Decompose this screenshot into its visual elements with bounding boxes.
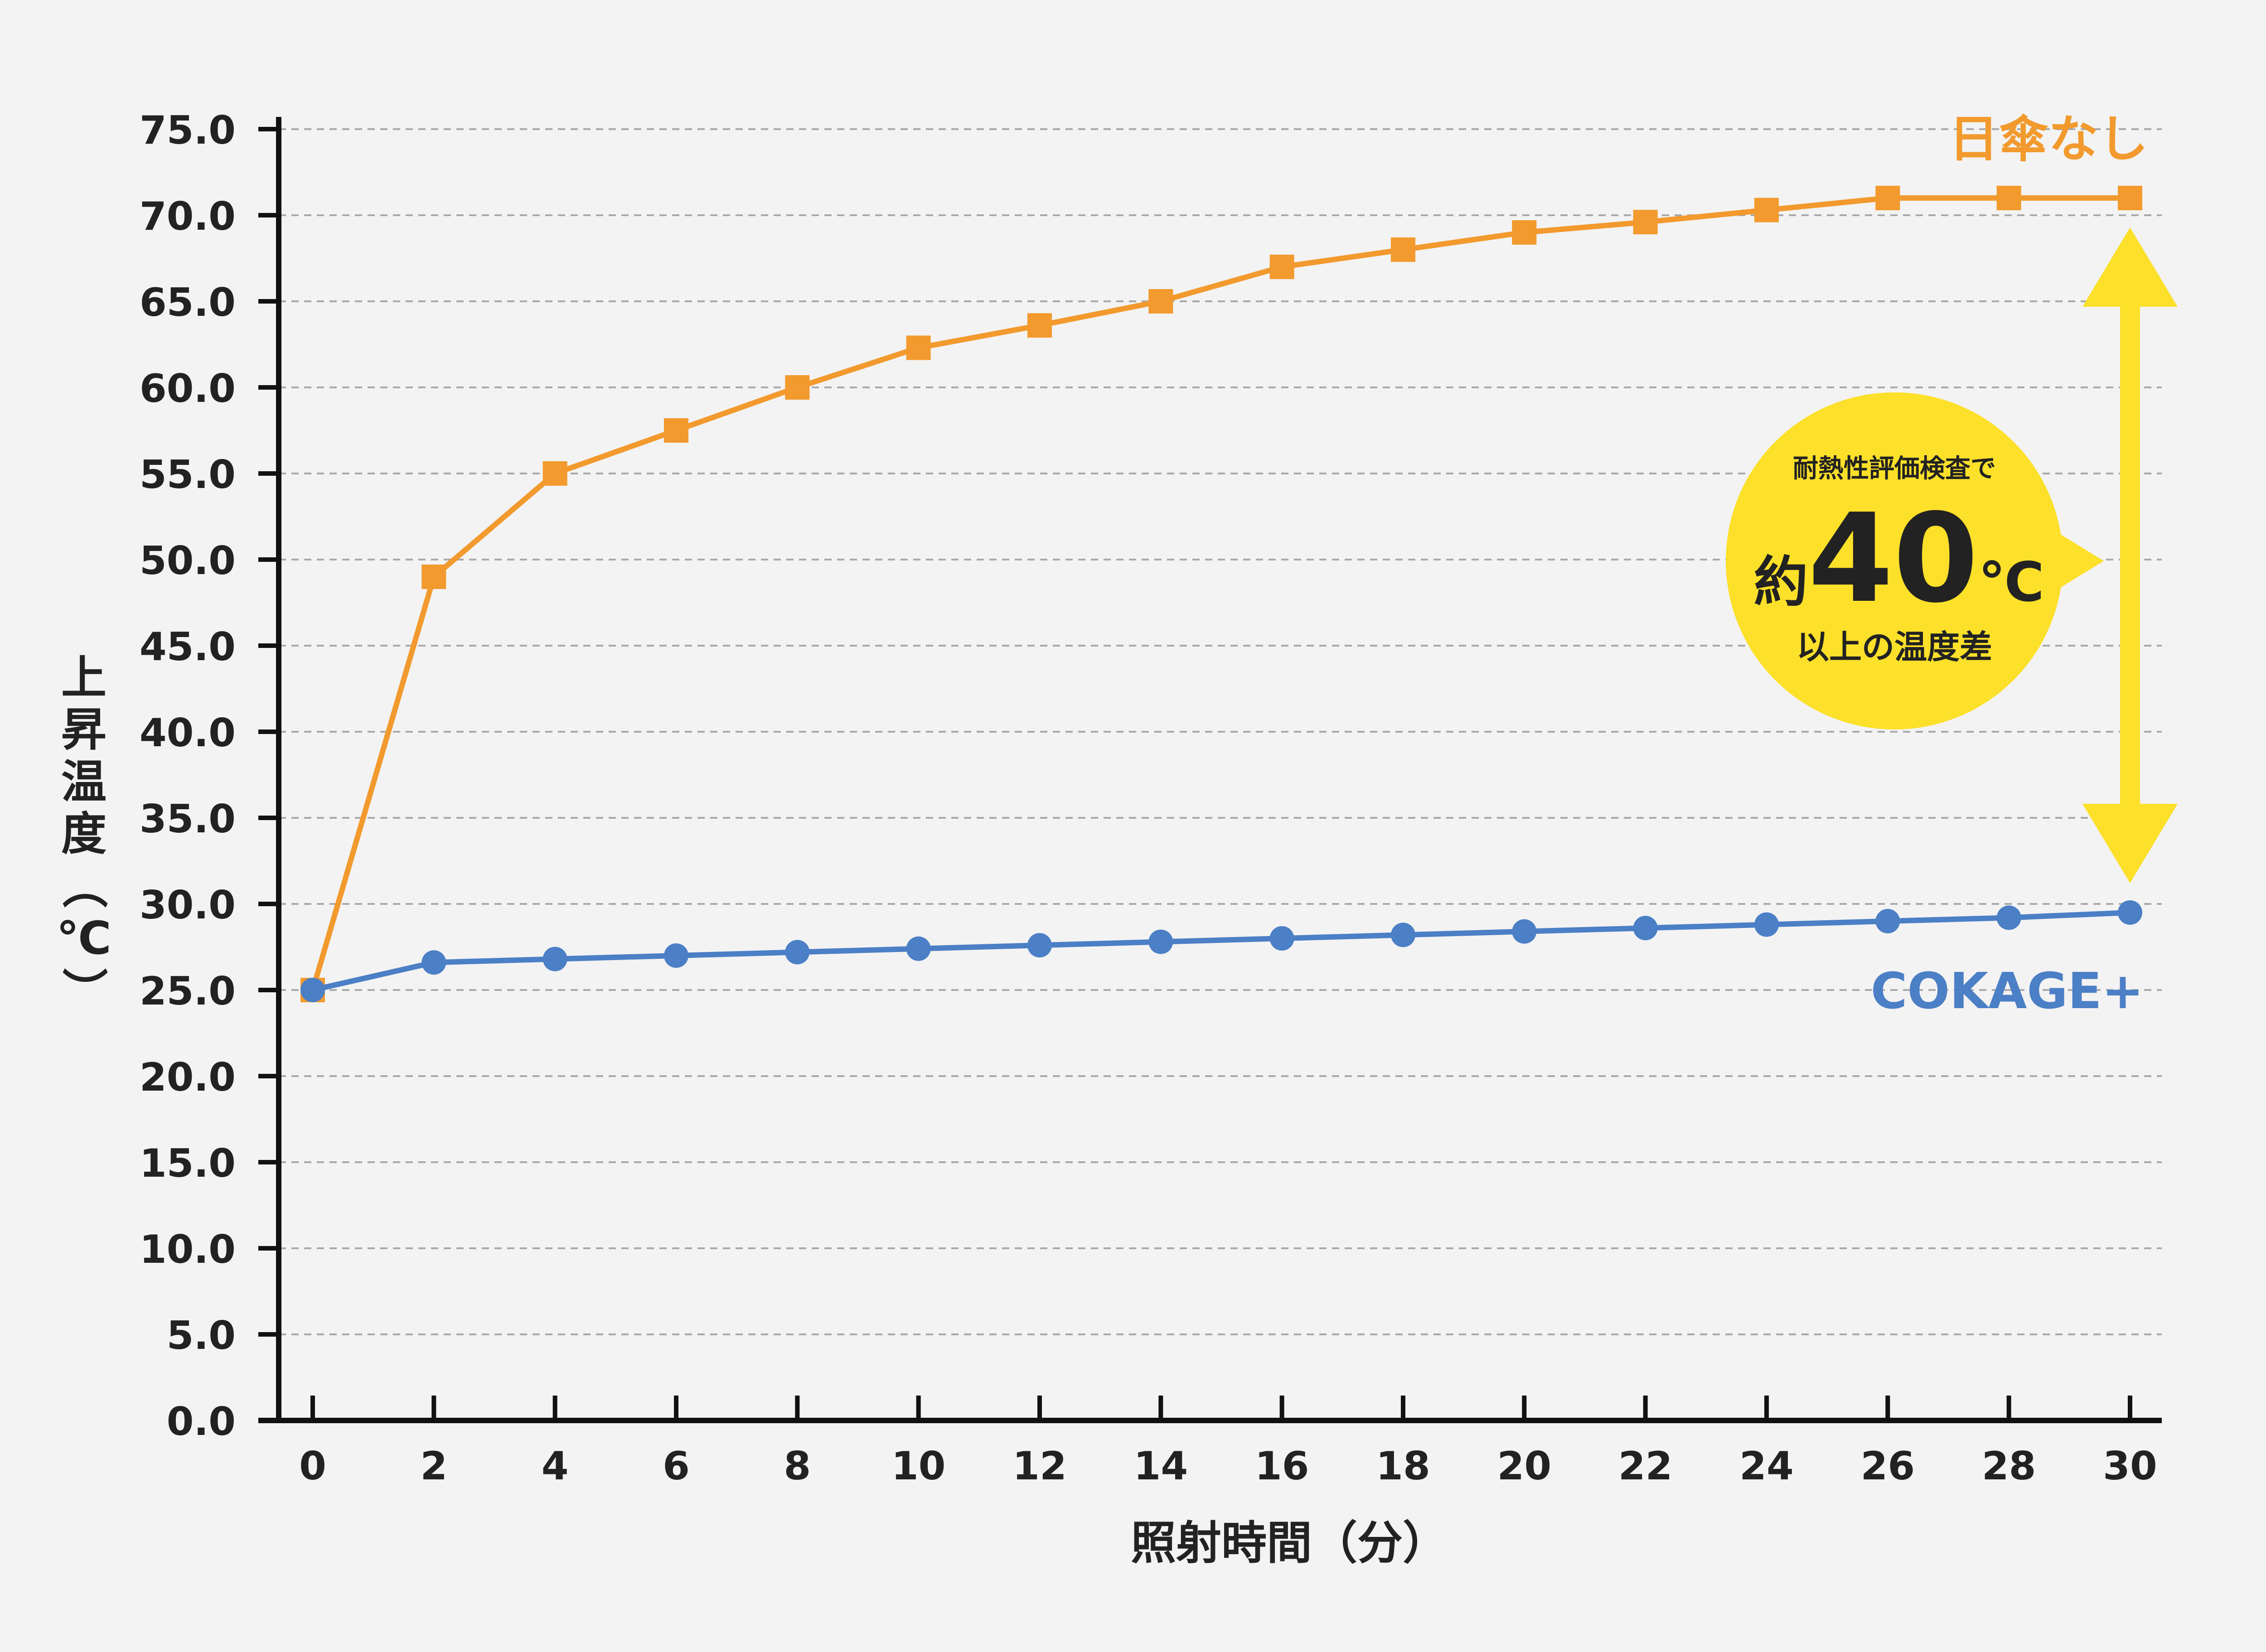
series-0 bbox=[300, 186, 2142, 1002]
y-axis-label-char: 上 bbox=[61, 651, 107, 704]
data-point-square bbox=[1875, 186, 1900, 210]
difference-arrow bbox=[2082, 227, 2178, 883]
data-point-circle bbox=[785, 940, 810, 965]
y-axis-label-char: 昇 bbox=[61, 703, 107, 756]
x-tick-label: 16 bbox=[1255, 1444, 1309, 1489]
bubble-text-top: 耐熱性評価検査で bbox=[1793, 454, 1996, 483]
bubble-text-bottom: 以上の温度差 bbox=[1796, 628, 1992, 666]
data-point-circle bbox=[1875, 909, 1900, 933]
x-tick-label: 18 bbox=[1376, 1444, 1430, 1489]
series-line bbox=[312, 910, 2130, 993]
data-point-square bbox=[1391, 237, 1415, 262]
grid-lines bbox=[279, 128, 2162, 1335]
data-point-circle bbox=[421, 950, 446, 975]
data-point-circle bbox=[1269, 926, 1294, 951]
series-label-no-umbrella: 日傘なし bbox=[1949, 110, 2148, 168]
y-tick-label: 30.0 bbox=[140, 883, 236, 928]
data-point-square bbox=[2118, 186, 2142, 210]
x-axis-label: 照射時間（分） bbox=[1131, 1517, 1448, 1570]
x-tick-label: 20 bbox=[1497, 1444, 1551, 1489]
arrow-shaft bbox=[2120, 304, 2140, 806]
bubble-text-main: 約40℃ bbox=[1753, 487, 2044, 630]
y-tick-label: 35.0 bbox=[140, 797, 236, 842]
x-tick-label: 28 bbox=[1982, 1444, 2036, 1489]
data-point-square bbox=[421, 565, 446, 589]
arrow-head-down bbox=[2082, 804, 2178, 883]
y-tick-label: 40.0 bbox=[140, 710, 236, 756]
axes bbox=[258, 117, 2162, 1423]
y-tick-label: 10.0 bbox=[140, 1227, 236, 1272]
data-point-square bbox=[1148, 289, 1173, 314]
arrow-head-up bbox=[2082, 227, 2178, 307]
y-tick-label: 45.0 bbox=[140, 624, 236, 670]
series-1 bbox=[300, 900, 2142, 1002]
y-tick-label: 0.0 bbox=[167, 1399, 236, 1444]
x-tick-label: 26 bbox=[1860, 1444, 1915, 1489]
y-axis-label-char: （ bbox=[57, 863, 110, 908]
data-point-circle bbox=[1754, 912, 1779, 937]
data-point-square bbox=[1996, 186, 2021, 210]
x-tick-label: 22 bbox=[1618, 1444, 1673, 1489]
bubble-unit: ℃ bbox=[1978, 551, 2044, 614]
data-point-circle bbox=[300, 978, 325, 1002]
data-point-circle bbox=[906, 936, 931, 961]
data-point-circle bbox=[1391, 923, 1415, 947]
y-axis-label-char: 温 bbox=[61, 755, 107, 808]
x-tick-labels: 0 2 4 6 8 10 12 14 16 18 20 22 24 26 28 30 bbox=[299, 1444, 2157, 1489]
y-tick-label: 60.0 bbox=[140, 366, 236, 411]
x-tick-label: 12 bbox=[1012, 1444, 1067, 1489]
x-tick-label: 6 bbox=[663, 1444, 690, 1489]
y-tick-labels: 0.0 5.0 10.0 15.0 20.0 25.0 30.0 35.0 40.0 45.0 50… bbox=[140, 108, 236, 1444]
x-tick-label: 0 bbox=[299, 1444, 326, 1489]
y-tick-label: 15.0 bbox=[140, 1141, 236, 1186]
series-label-cokage: COKAGE+ bbox=[1871, 962, 2144, 1020]
data-point-circle bbox=[1996, 905, 2021, 930]
y-axis-label-char: 度 bbox=[61, 807, 107, 860]
y-tick-label: 70.0 bbox=[140, 194, 236, 239]
x-tick-label: 4 bbox=[542, 1444, 569, 1489]
x-tick-label: 10 bbox=[891, 1444, 946, 1489]
series-line bbox=[310, 195, 2130, 991]
data-point-circle bbox=[542, 947, 567, 971]
y-tick-label: 75.0 bbox=[140, 108, 236, 153]
y-tick-label: 50.0 bbox=[140, 538, 236, 584]
data-point-square bbox=[664, 418, 688, 443]
x-tick-label: 30 bbox=[2103, 1444, 2157, 1489]
y-axis-label-char: ℃ bbox=[56, 912, 111, 965]
data-point-circle bbox=[1148, 929, 1173, 954]
x-tick-label: 2 bbox=[420, 1444, 447, 1489]
y-tick-label: 5.0 bbox=[167, 1313, 236, 1358]
y-tick-label: 65.0 bbox=[140, 280, 236, 325]
data-point-square bbox=[785, 375, 810, 400]
bubble-prefix: 約 bbox=[1753, 551, 1808, 614]
data-point-square bbox=[542, 461, 567, 486]
bubble-value: 40 bbox=[1808, 487, 1978, 630]
y-tick-label: 20.0 bbox=[140, 1055, 236, 1100]
data-point-square bbox=[1754, 198, 1779, 222]
data-point-circle bbox=[1512, 919, 1537, 944]
data-point-circle bbox=[2118, 900, 2142, 925]
data-point-square bbox=[1027, 313, 1052, 338]
y-axis-label-char: ） bbox=[57, 967, 110, 1013]
data-point-square bbox=[1633, 210, 1658, 235]
data-point-circle bbox=[1027, 933, 1052, 958]
series bbox=[300, 186, 2142, 1002]
x-tick-label: 14 bbox=[1133, 1444, 1188, 1489]
y-tick-label: 25.0 bbox=[140, 969, 236, 1014]
bubble-circle bbox=[1726, 392, 2063, 729]
data-point-circle bbox=[664, 943, 688, 968]
data-point-square bbox=[1512, 220, 1537, 245]
data-point-circle bbox=[1633, 916, 1658, 941]
x-tick-label: 8 bbox=[784, 1444, 811, 1489]
data-point-square bbox=[1269, 255, 1294, 279]
data-point-square bbox=[906, 335, 931, 360]
y-tick-label: 55.0 bbox=[140, 452, 236, 498]
x-tick-label: 24 bbox=[1739, 1444, 1794, 1489]
